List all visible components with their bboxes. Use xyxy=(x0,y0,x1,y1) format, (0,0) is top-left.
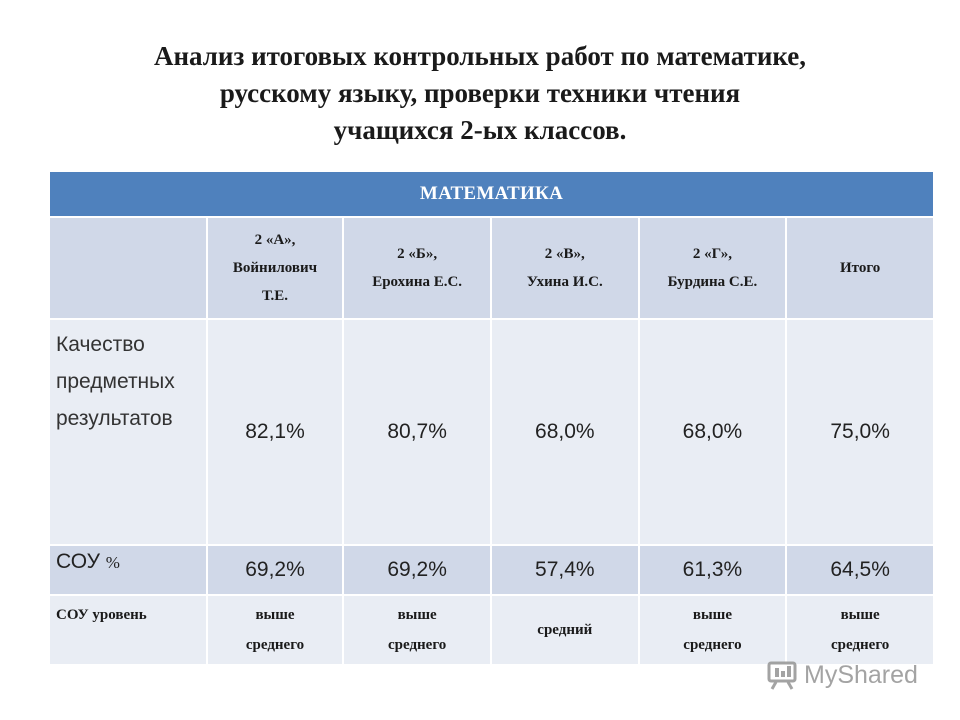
results-table: МАТЕМАТИКА 2 «А», Войнилович Т.Е. 2 «Б»,… xyxy=(48,170,935,666)
column-header-row: 2 «А», Войнилович Т.Е. 2 «Б», Ерохина Е.… xyxy=(50,218,933,318)
table-cell: выше среднего xyxy=(639,596,786,664)
row-label-unit: % xyxy=(105,553,120,572)
column-header-line: 2 «А», xyxy=(254,232,296,248)
cell-line: средний xyxy=(537,622,593,638)
table-cell: 75,0% xyxy=(787,320,933,544)
column-header-line: Т.Е. xyxy=(262,288,289,304)
column-header-line: Ухина И.С. xyxy=(526,274,603,290)
presentation-board-icon xyxy=(766,658,800,692)
column-header-line: 2 «Г», xyxy=(692,246,733,262)
cell-line: среднего xyxy=(245,637,305,653)
table-cell: 57,4% xyxy=(491,546,638,594)
cell-line: выше xyxy=(255,607,295,623)
row-label-sou-percent: СОУ % xyxy=(50,546,206,594)
row-label-quality: Качество предметных результатов xyxy=(50,320,206,544)
title-line-3: учащихся 2-ых классов. xyxy=(333,115,627,145)
column-header-line: Итого xyxy=(840,260,881,276)
column-header-2g: 2 «Г», Бурдина С.Е. xyxy=(639,218,786,318)
title-line-1: Анализ итоговых контрольных работ по мат… xyxy=(153,41,807,71)
row-label-line: Качество xyxy=(56,333,145,356)
title-line-2: русскому языку, проверки техники чтения xyxy=(219,78,741,108)
cell-line: выше xyxy=(397,607,437,623)
corner-cell xyxy=(50,218,206,318)
cell-line: среднего xyxy=(387,637,447,653)
table-cell: средний xyxy=(491,596,638,664)
table-cell: 61,3% xyxy=(639,546,786,594)
table-row-sou-percent: СОУ % 69,2% 69,2% 57,4% 61,3% 64,5% xyxy=(50,546,933,594)
table-cell: 69,2% xyxy=(207,546,343,594)
cell-line: среднего xyxy=(683,637,742,653)
watermark-text: MyShared xyxy=(804,660,918,689)
row-label-sou-level: СОУ уровень xyxy=(50,596,206,664)
cell-line: выше xyxy=(840,607,880,623)
table-cell: выше среднего xyxy=(787,596,933,664)
column-header-2v: 2 «В», Ухина И.С. xyxy=(491,218,638,318)
column-header-total: Итого xyxy=(787,218,933,318)
row-label-line: предметных xyxy=(56,370,175,393)
column-header-line: Ерохина Е.С. xyxy=(372,274,463,290)
column-header-line: Бурдина С.Е. xyxy=(667,274,758,290)
column-header-2a: 2 «А», Войнилович Т.Е. xyxy=(207,218,343,318)
watermark: MyShared xyxy=(766,655,918,695)
table-cell: 68,0% xyxy=(491,320,638,544)
table-cell: выше среднего xyxy=(344,596,490,664)
row-label-line: результатов xyxy=(56,407,173,430)
table-cell: 69,2% xyxy=(344,546,490,594)
table-cell: 68,0% xyxy=(639,320,786,544)
table-cell: выше среднего xyxy=(207,596,343,664)
page-title: Анализ итоговых контрольных работ по мат… xyxy=(0,38,960,149)
column-header-line: 2 «Б», xyxy=(397,246,438,262)
section-header: МАТЕМАТИКА xyxy=(50,172,933,216)
column-header-line: Войнилович xyxy=(232,260,318,276)
table-cell: 80,7% xyxy=(344,320,490,544)
column-header-2b: 2 «Б», Ерохина Е.С. xyxy=(344,218,490,318)
table-row-sou-level: СОУ уровень выше среднего выше среднего … xyxy=(50,596,933,664)
table-row-quality: Качество предметных результатов 82,1% 80… xyxy=(50,320,933,544)
table-cell: 82,1% xyxy=(207,320,343,544)
cell-line: выше xyxy=(692,607,733,623)
column-header-line: 2 «В», xyxy=(544,246,585,262)
row-label-text: СОУ xyxy=(56,550,100,573)
cell-line: среднего xyxy=(830,637,890,653)
table-cell: 64,5% xyxy=(787,546,933,594)
